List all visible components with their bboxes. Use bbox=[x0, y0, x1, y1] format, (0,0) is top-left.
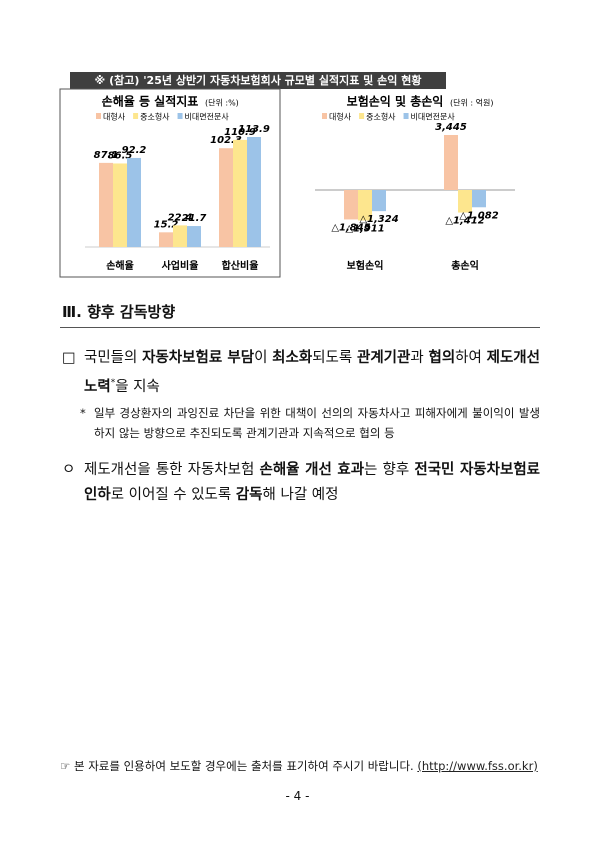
text-run: 자동차보험료 부담 bbox=[142, 350, 255, 366]
bullet: * bbox=[80, 406, 86, 420]
text-run: 최소화 bbox=[272, 350, 313, 366]
value-label: 102.3 bbox=[210, 135, 242, 146]
figure-banner bbox=[70, 72, 446, 89]
value-label: △1,911 bbox=[345, 224, 384, 235]
text-run: 협의 bbox=[428, 350, 456, 366]
value-label: △1,324 bbox=[359, 214, 398, 225]
paragraph-body: 국민들의 자동차보험료 부담이 최소화되도록 관계기관과 협의하여 제도개선 노… bbox=[84, 346, 540, 399]
bar bbox=[247, 137, 261, 247]
value-label: △1,412 bbox=[445, 216, 484, 227]
text-run: * bbox=[110, 377, 116, 388]
legend-label: 대형사 bbox=[329, 113, 352, 122]
bullet: ㅇ bbox=[62, 462, 76, 478]
bar bbox=[233, 139, 247, 247]
text-run: 전국민 자동차보험료 인하 bbox=[84, 462, 540, 503]
legend-label: 대형사 bbox=[103, 113, 126, 122]
value-label: 92.2 bbox=[122, 145, 147, 156]
text-run: 되도록 bbox=[312, 350, 357, 366]
footer-link[interactable]: (http://www.fss.or.kr) bbox=[417, 759, 538, 773]
value-label: 21.7 bbox=[182, 213, 207, 224]
value-label: △1,845 bbox=[331, 222, 370, 233]
legend-swatch bbox=[359, 113, 365, 119]
bar bbox=[173, 225, 187, 247]
text-run: 는 향후 bbox=[364, 462, 415, 478]
legend-label: 중소형사 bbox=[140, 113, 170, 122]
text-run: 제도개선을 통한 자동차보험 bbox=[84, 462, 260, 478]
chart-unit: (단위 : 억원) bbox=[450, 98, 493, 108]
paragraph: * 일부 경상환자의 과잉진료 차단을 위한 대책이 선의의 자동차사고 피해자에… bbox=[80, 404, 540, 443]
value-label: 113.9 bbox=[238, 124, 270, 135]
paragraph: □ 국민들의 자동차보험료 부담이 최소화되도록 관계기관과 협의하여 제도개선 … bbox=[62, 346, 540, 399]
text-run: 제도개선 노력 bbox=[84, 350, 540, 395]
value-label: 86.5 bbox=[108, 150, 133, 161]
text-run: 해 나갈 예정 bbox=[262, 486, 339, 503]
value-label: △1,082 bbox=[459, 210, 498, 221]
bar bbox=[187, 226, 201, 247]
legend-swatch bbox=[403, 113, 409, 119]
x-tick-label: 사업비율 bbox=[162, 259, 199, 272]
footer: ☞ 본 자료를 인용하여 보도할 경우에는 출처를 표기하여 주시기 바랍니다.… bbox=[60, 754, 540, 778]
bar bbox=[372, 190, 386, 212]
x-tick-label: 합산비율 bbox=[222, 259, 259, 272]
section-heading: Ⅲ. 향후 감독방향 bbox=[62, 303, 176, 321]
text-run: 감독 bbox=[235, 486, 263, 503]
bullet: □ bbox=[62, 350, 76, 366]
legend-label: 중소형사 bbox=[366, 113, 396, 122]
text-run: 손해율 개선 효과 bbox=[259, 462, 365, 478]
chart-frame bbox=[59, 88, 281, 278]
text-run: 관계기관 bbox=[357, 350, 411, 366]
heading-rule bbox=[60, 327, 540, 328]
legend-label: 비대면전문사 bbox=[411, 112, 456, 122]
text-run: 과 bbox=[410, 350, 429, 366]
legend-label: 비대면전문사 bbox=[185, 112, 230, 122]
bar bbox=[127, 157, 141, 247]
bar bbox=[344, 190, 358, 220]
text-run: 을 지속 bbox=[115, 378, 160, 395]
bar bbox=[219, 148, 233, 247]
chart-unit: (단위 :%) bbox=[205, 98, 239, 108]
page-number: - 4 - bbox=[285, 789, 310, 803]
bar bbox=[458, 190, 472, 213]
bar bbox=[159, 232, 173, 247]
paragraph-body: 일부 경상환자의 과잉진료 차단을 위한 대책이 선의의 자동차사고 피해자에게… bbox=[94, 404, 540, 443]
value-label: 3,445 bbox=[435, 122, 467, 133]
text-run: 국민들의 bbox=[84, 350, 143, 366]
x-tick-label: 보험손익 bbox=[347, 259, 384, 272]
legend-swatch bbox=[96, 113, 101, 119]
bar bbox=[113, 163, 127, 247]
chart-title: 손해율 등 실적지표 bbox=[102, 94, 199, 109]
paragraph: ㅇ 제도개선을 통한 자동차보험 손해율 개선 효과는 향후 전국민 자동차보험료… bbox=[62, 458, 540, 507]
footer-text: 본 자료를 인용하여 보도할 경우에는 출처를 표기하여 주시기 바랍니다. bbox=[73, 759, 414, 773]
figure: ※ (참고) '25년 상반기 자동차보험회사 규모별 실적지표 및 손익 현황… bbox=[59, 72, 515, 278]
text-run: 하여 bbox=[455, 350, 487, 366]
value-label: 22.4 bbox=[168, 212, 193, 223]
value-label: 110.9 bbox=[224, 127, 256, 138]
chart-title: 보험손익 및 총손익 bbox=[347, 94, 444, 109]
text-run: 로 이어질 수 있도록 bbox=[110, 486, 236, 503]
x-tick-label: 손해율 bbox=[106, 259, 134, 272]
text-run: 일부 경상환자의 과잉진료 차단을 위한 대책이 선의의 자동차사고 피해자에게… bbox=[94, 406, 540, 440]
value-label: 15.2 bbox=[154, 219, 179, 230]
legend-swatch bbox=[133, 113, 139, 119]
footer-marker: ☞ bbox=[60, 759, 71, 773]
bar bbox=[99, 162, 113, 247]
figure-title: ※ (참고) '25년 상반기 자동차보험회사 규모별 실적지표 및 손익 현황 bbox=[95, 73, 422, 87]
legend-swatch bbox=[322, 113, 327, 119]
bar bbox=[358, 190, 372, 221]
value-label: 87.1 bbox=[94, 150, 119, 161]
x-tick-label: 총손익 bbox=[451, 259, 479, 272]
paragraph-body: 제도개선을 통한 자동차보험 손해율 개선 효과는 향후 전국민 자동차보험료 … bbox=[84, 458, 540, 507]
bar bbox=[472, 190, 486, 208]
bar bbox=[444, 135, 458, 190]
text-run: 이 bbox=[254, 350, 273, 366]
legend-swatch bbox=[177, 113, 183, 119]
